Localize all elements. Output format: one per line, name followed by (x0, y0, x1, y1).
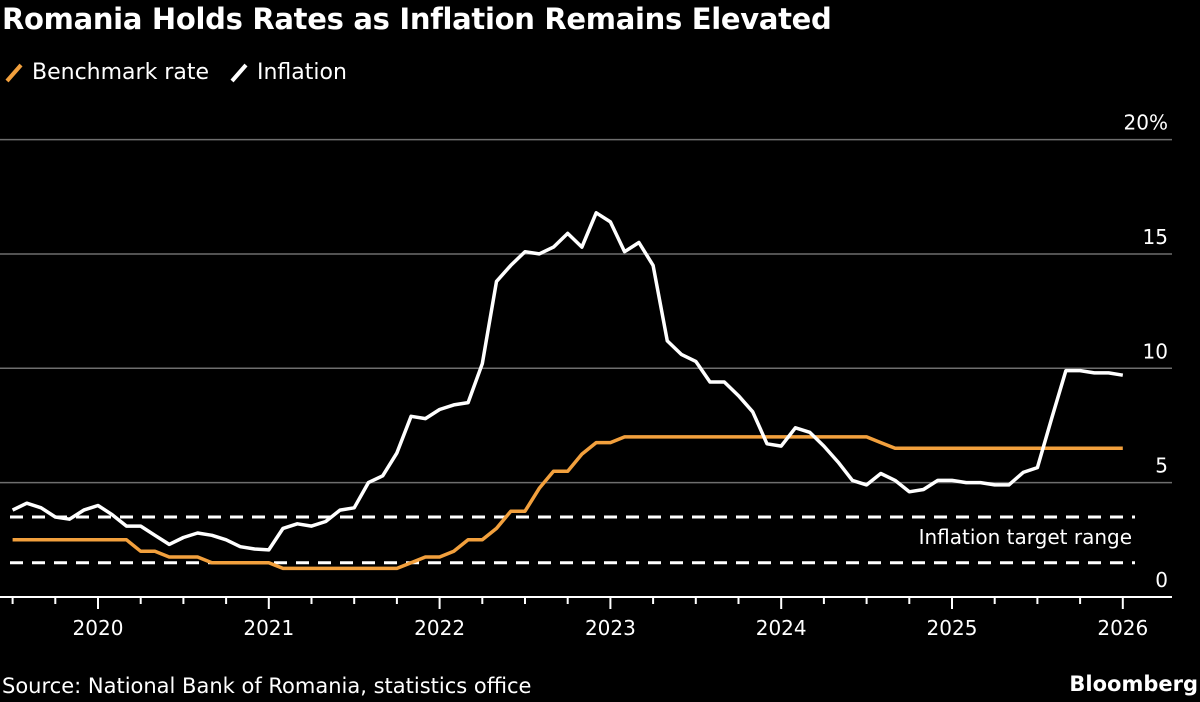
x-tick-label: 2023 (585, 616, 636, 640)
y-tick-label: 10 (1143, 339, 1168, 363)
chart-plot: Inflation target range 0 5 10 15 20% 2020 2021… (0, 111, 1172, 640)
source-note: Source: National Bank of Romania, statis… (2, 674, 532, 698)
legend-label: Benchmark rate (32, 60, 209, 85)
legend-label: Inflation (257, 60, 347, 85)
bloomberg-logo: Bloomberg (1069, 672, 1198, 696)
y-tick-label: 20% (1124, 111, 1168, 135)
legend-item-benchmark: Benchmark rate (4, 60, 209, 85)
x-tick-label: 2020 (73, 616, 124, 640)
target-range-annotation: Inflation target range (919, 525, 1132, 549)
benchmark-swatch-icon (5, 63, 23, 82)
x-tick-label: 2026 (1097, 616, 1148, 640)
y-tick-label: 15 (1143, 225, 1168, 249)
legend: Benchmark rate Inflation (4, 60, 347, 85)
inflation-swatch-icon (230, 63, 248, 82)
inflation-line (11, 211, 1124, 552)
chart-title: Romania Holds Rates as Inflation Remains… (2, 2, 832, 36)
x-tick-label: 2022 (414, 616, 465, 640)
y-tick-label: 5 (1155, 454, 1168, 478)
x-tick-label: 2024 (756, 616, 807, 640)
x-tick-label: 2021 (243, 616, 294, 640)
benchmark-rate-line (12, 435, 1123, 571)
x-tick-label: 2025 (927, 616, 978, 640)
y-tick-label: 0 (1155, 568, 1168, 592)
legend-item-inflation: Inflation (229, 60, 347, 85)
